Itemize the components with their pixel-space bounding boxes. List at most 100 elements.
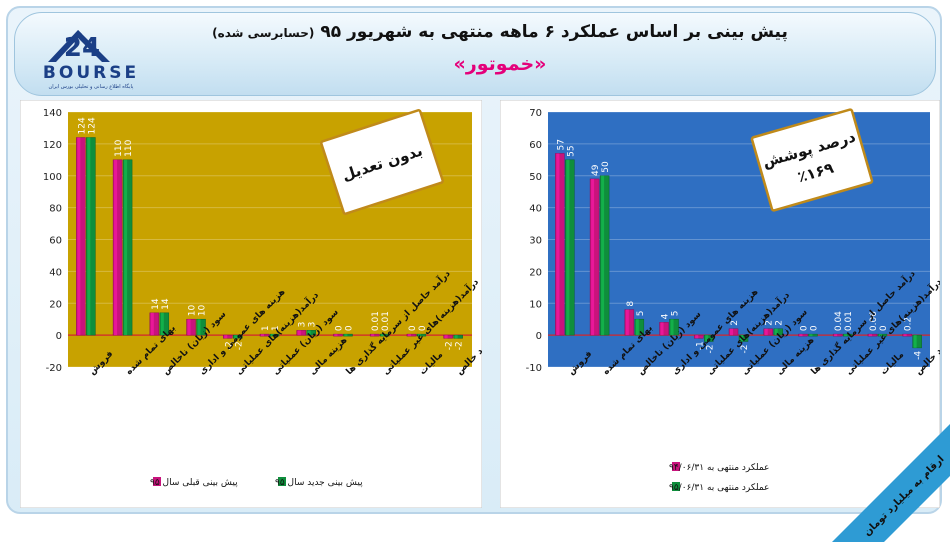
- bar-highlight: [150, 312, 154, 336]
- data-label: 124: [87, 117, 97, 134]
- bar-highlight: [809, 334, 813, 337]
- bar: [416, 333, 427, 337]
- bar: [333, 333, 343, 337]
- note-box-bg: [750, 108, 874, 212]
- bar-highlight: [261, 334, 264, 337]
- bar: [343, 333, 353, 337]
- data-label: 55: [566, 145, 576, 156]
- bar: [902, 333, 912, 337]
- bar: [912, 334, 922, 349]
- y-tick-label: 20: [49, 299, 62, 310]
- bar-highlight: [271, 334, 274, 337]
- bar-highlight: [407, 334, 411, 337]
- bar-highlight: [834, 334, 838, 337]
- data-label: -1: [695, 341, 705, 350]
- y-tick-label: 0: [56, 331, 62, 342]
- data-label: 0: [408, 325, 418, 331]
- data-label: 49: [591, 164, 601, 176]
- bar-highlight: [297, 330, 301, 336]
- bar-highlight: [87, 137, 91, 336]
- bar-highlight: [913, 335, 917, 348]
- bar-highlight: [740, 335, 743, 342]
- bar: [555, 153, 565, 336]
- data-label: 2: [775, 320, 785, 326]
- bar-highlight: [417, 334, 421, 337]
- data-label: 8: [626, 301, 636, 307]
- y-tick-label: -20: [46, 363, 62, 374]
- data-label: 0: [418, 325, 428, 331]
- y-tick-label: 20: [529, 267, 542, 278]
- bar-highlight: [764, 328, 768, 336]
- data-label: 4: [661, 313, 671, 319]
- bar-highlight: [774, 328, 778, 336]
- data-label: 5: [636, 310, 646, 316]
- data-label: 50: [601, 161, 611, 173]
- bar: [565, 159, 575, 336]
- header-banner: [14, 12, 936, 96]
- bar: [842, 333, 853, 337]
- bar-highlight: [444, 335, 448, 339]
- y-tick-label: 10: [529, 299, 542, 310]
- bar: [296, 330, 306, 336]
- bar: [406, 333, 417, 337]
- bar: [867, 333, 878, 337]
- bar: [728, 328, 739, 336]
- data-label: 0.06: [869, 311, 879, 331]
- bar: [112, 159, 123, 336]
- bar-highlight: [114, 159, 118, 336]
- data-label: 0.01: [371, 311, 381, 331]
- bar-highlight: [77, 137, 81, 336]
- legend-swatch: [672, 482, 680, 491]
- data-label: 0.04: [834, 311, 844, 331]
- bar: [694, 334, 704, 339]
- title-note: (حسابرسی شده): [212, 26, 315, 40]
- legend-swatch: [153, 477, 161, 486]
- bar: [223, 334, 233, 339]
- y-tick-label: 40: [49, 267, 62, 278]
- bar: [259, 333, 270, 337]
- bar: [186, 318, 196, 336]
- bar-highlight: [334, 334, 338, 337]
- data-label: -2: [224, 341, 234, 350]
- bar-highlight: [878, 334, 882, 337]
- bar-highlight: [601, 175, 605, 336]
- y-tick-label: 120: [43, 140, 62, 151]
- y-tick-label: 140: [43, 108, 62, 119]
- bar: [306, 330, 316, 336]
- bar: [599, 175, 610, 336]
- bourse-logo: 24 BOURSE پایگاه اطلاع رسانی و تحلیلی بو…: [43, 30, 136, 90]
- bar-highlight: [344, 334, 348, 337]
- title-main: پیش بینی بر اساس عملکرد ۶ ماهه منتهی به …: [320, 22, 788, 42]
- bar-highlight: [660, 322, 664, 336]
- bar-highlight: [124, 159, 128, 336]
- data-label: 2: [765, 320, 775, 326]
- y-tick-label: 100: [43, 172, 62, 183]
- bar: [624, 309, 635, 336]
- data-label: 0: [799, 325, 809, 331]
- bar: [808, 333, 818, 337]
- bar-highlight: [234, 335, 238, 339]
- data-label: -2: [705, 345, 715, 354]
- data-label: 0.2: [904, 317, 914, 331]
- bar-highlight: [197, 319, 201, 336]
- logo-caption: پایگاه اطلاع رسانی و تحلیلی بورس ایران: [49, 83, 134, 90]
- data-label: 110: [124, 139, 134, 156]
- bar-highlight: [695, 335, 699, 339]
- bar: [196, 318, 206, 336]
- bar-highlight: [799, 334, 803, 337]
- legend-label: پیش بینی قبلی سال ۹۵: [150, 478, 238, 488]
- plot-area: [548, 112, 930, 367]
- bar: [798, 333, 808, 337]
- data-label: 10: [188, 304, 198, 316]
- bar: [453, 334, 463, 339]
- data-label: 1: [261, 325, 271, 331]
- data-label: 5: [671, 310, 681, 316]
- bar: [149, 312, 160, 336]
- legend-label: پیش بینی جدید سال ۹۵: [275, 478, 363, 488]
- bar-highlight: [160, 312, 164, 336]
- bar: [634, 318, 645, 336]
- data-label: -2: [455, 341, 465, 350]
- y-tick-label: 60: [529, 140, 542, 151]
- legend-label: عملکرد منتهی به ۹۵/۰۶/۳۱: [669, 483, 769, 493]
- y-tick-label: 0: [536, 331, 542, 342]
